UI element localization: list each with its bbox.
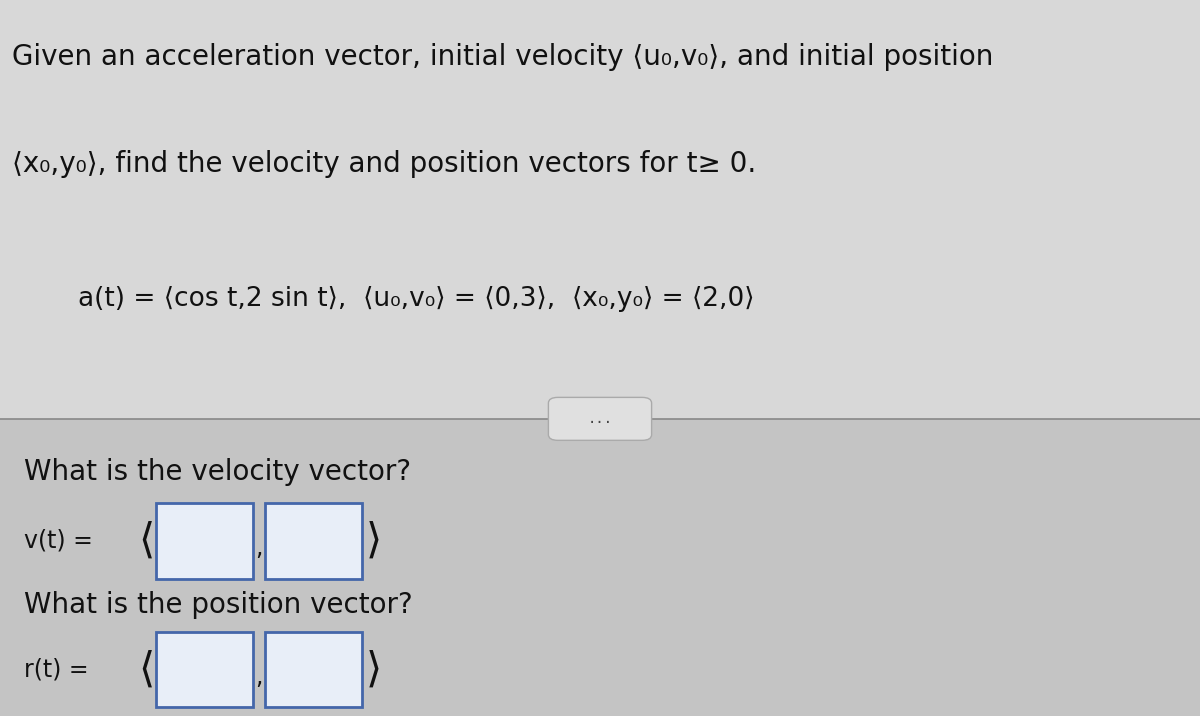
Text: ,: , bbox=[256, 536, 263, 560]
Text: What is the position vector?: What is the position vector? bbox=[24, 591, 413, 619]
Text: Given an acceleration vector, initial velocity ⟨u₀,v₀⟩, and initial position: Given an acceleration vector, initial ve… bbox=[12, 43, 994, 71]
Text: ⟨x₀,y₀⟩, find the velocity and position vectors for t≥ 0.: ⟨x₀,y₀⟩, find the velocity and position … bbox=[12, 150, 756, 178]
Text: ...: ... bbox=[588, 412, 612, 426]
FancyBboxPatch shape bbox=[156, 632, 253, 707]
Text: v(t) =: v(t) = bbox=[24, 528, 92, 553]
Text: ⟨: ⟨ bbox=[138, 649, 155, 690]
Text: a(t) = ⟨cos t,2 sin t⟩,  ⟨u₀,v₀⟩ = ⟨0,3⟩,  ⟨x₀,y₀⟩ = ⟨2,0⟩: a(t) = ⟨cos t,2 sin t⟩, ⟨u₀,v₀⟩ = ⟨0,3⟩,… bbox=[78, 286, 755, 312]
FancyBboxPatch shape bbox=[0, 0, 1200, 419]
FancyBboxPatch shape bbox=[265, 632, 362, 707]
Text: ,: , bbox=[256, 664, 263, 689]
Text: What is the velocity vector?: What is the velocity vector? bbox=[24, 458, 412, 486]
FancyBboxPatch shape bbox=[265, 503, 362, 579]
Text: ⟩: ⟩ bbox=[366, 649, 383, 690]
FancyBboxPatch shape bbox=[156, 503, 253, 579]
FancyBboxPatch shape bbox=[0, 419, 1200, 716]
Text: ⟨: ⟨ bbox=[138, 520, 155, 561]
Text: r(t) =: r(t) = bbox=[24, 657, 89, 682]
Text: ⟩: ⟩ bbox=[366, 520, 383, 561]
FancyBboxPatch shape bbox=[548, 397, 652, 440]
